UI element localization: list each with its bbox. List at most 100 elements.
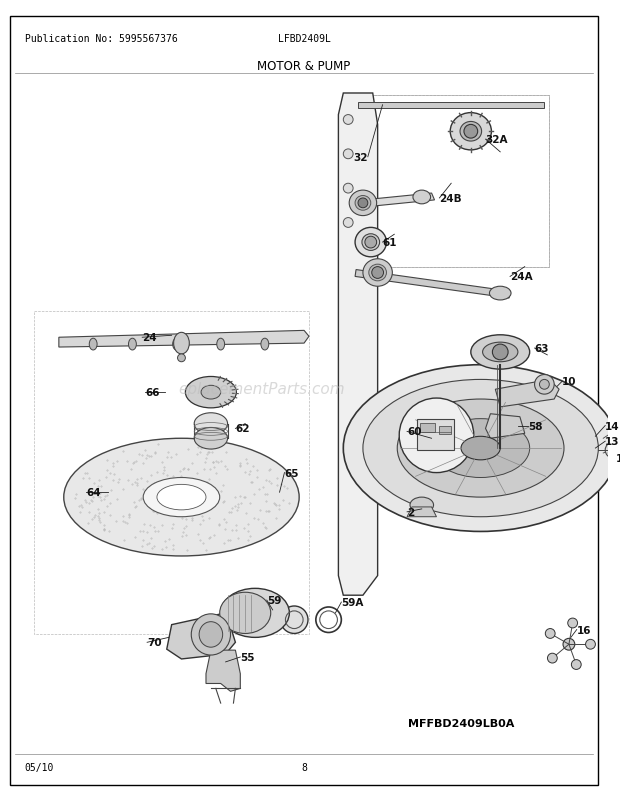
Text: 24A: 24A (510, 272, 533, 282)
Circle shape (534, 375, 554, 395)
Text: 64: 64 (86, 488, 101, 497)
Bar (34, 311, 309, 634)
Text: eplacementParts.com: eplacementParts.com (178, 382, 345, 397)
Ellipse shape (177, 354, 185, 363)
Ellipse shape (157, 484, 206, 510)
Bar (440, 427, 451, 435)
Polygon shape (495, 380, 559, 407)
Text: 55: 55 (241, 652, 255, 662)
Polygon shape (59, 331, 309, 347)
Text: 60: 60 (407, 427, 422, 437)
Text: 1: 1 (616, 453, 620, 464)
Ellipse shape (489, 287, 511, 301)
Ellipse shape (363, 259, 392, 287)
Ellipse shape (397, 399, 564, 497)
Circle shape (358, 199, 368, 209)
Polygon shape (339, 94, 378, 595)
Text: 32: 32 (353, 152, 368, 163)
Ellipse shape (221, 589, 290, 638)
Ellipse shape (64, 439, 299, 557)
Ellipse shape (343, 365, 618, 532)
Text: MFFBD2409LB0A: MFFBD2409LB0A (408, 718, 514, 727)
Text: MOTOR & PUMP: MOTOR & PUMP (257, 60, 351, 73)
Text: 2: 2 (407, 507, 414, 517)
Ellipse shape (174, 333, 189, 354)
Text: 14: 14 (605, 421, 620, 431)
Circle shape (605, 443, 620, 458)
Ellipse shape (199, 622, 223, 647)
Circle shape (539, 380, 549, 390)
Ellipse shape (369, 265, 386, 282)
Ellipse shape (460, 122, 482, 142)
Text: 65: 65 (285, 468, 299, 478)
Ellipse shape (450, 113, 492, 151)
Ellipse shape (172, 338, 180, 350)
Bar (363, 96, 549, 267)
Text: 66: 66 (145, 387, 160, 398)
Text: 24: 24 (142, 333, 157, 342)
Circle shape (280, 606, 308, 634)
Circle shape (365, 237, 377, 249)
Ellipse shape (261, 338, 268, 350)
Circle shape (464, 125, 477, 139)
Polygon shape (167, 613, 236, 659)
Ellipse shape (363, 380, 598, 517)
Ellipse shape (191, 614, 231, 655)
Text: 10: 10 (562, 377, 577, 387)
Circle shape (585, 639, 595, 650)
Ellipse shape (201, 386, 221, 399)
Ellipse shape (432, 419, 529, 478)
Circle shape (343, 150, 353, 160)
Text: 24B: 24B (440, 194, 462, 204)
Ellipse shape (471, 335, 529, 370)
Polygon shape (485, 414, 525, 439)
Bar (420, 423, 435, 433)
Circle shape (343, 115, 353, 125)
Circle shape (492, 345, 508, 360)
Polygon shape (353, 194, 435, 209)
Text: 58: 58 (528, 421, 542, 431)
Text: 16: 16 (577, 625, 591, 634)
Circle shape (547, 654, 557, 663)
Text: LFBD2409L: LFBD2409L (278, 34, 330, 44)
Bar (417, 419, 454, 451)
Ellipse shape (461, 437, 500, 460)
Ellipse shape (355, 228, 386, 257)
Ellipse shape (143, 478, 219, 517)
Circle shape (568, 618, 578, 628)
Ellipse shape (194, 413, 228, 435)
Polygon shape (355, 270, 510, 298)
Ellipse shape (362, 234, 379, 251)
Circle shape (572, 660, 581, 670)
Bar (363, 96, 549, 267)
Text: 62: 62 (236, 424, 250, 434)
Text: 05/10: 05/10 (25, 762, 54, 772)
Ellipse shape (128, 338, 136, 350)
Text: 70: 70 (147, 638, 162, 647)
Ellipse shape (185, 377, 236, 408)
Ellipse shape (410, 497, 433, 513)
Polygon shape (358, 103, 544, 108)
Text: Publication No: 5995567376: Publication No: 5995567376 (25, 34, 177, 44)
Ellipse shape (217, 338, 224, 350)
Circle shape (343, 218, 353, 228)
Circle shape (372, 267, 384, 279)
Polygon shape (407, 508, 436, 517)
Text: 61: 61 (383, 237, 397, 248)
Text: 32A: 32A (485, 135, 508, 145)
Circle shape (563, 638, 575, 650)
Text: 59A: 59A (342, 597, 364, 607)
Circle shape (546, 629, 555, 638)
Ellipse shape (219, 593, 271, 634)
Circle shape (343, 184, 353, 194)
Text: 13: 13 (605, 436, 620, 447)
Circle shape (399, 399, 474, 473)
Polygon shape (206, 650, 241, 691)
Text: 59: 59 (267, 595, 281, 606)
Text: 8: 8 (301, 762, 307, 772)
Ellipse shape (349, 191, 377, 217)
Ellipse shape (89, 338, 97, 350)
Text: 63: 63 (534, 343, 549, 354)
Ellipse shape (355, 196, 371, 211)
Ellipse shape (413, 191, 431, 205)
